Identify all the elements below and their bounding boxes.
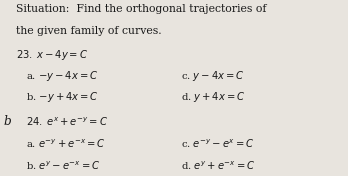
Text: the given family of curves.: the given family of curves. [16,26,161,36]
Text: b. $e^{y} - e^{-x} = C$: b. $e^{y} - e^{-x} = C$ [26,159,100,172]
Text: Situation:  Find the orthogonal trajectories of: Situation: Find the orthogonal trajector… [16,4,266,14]
Text: $23.\; x - 4y = C$: $23.\; x - 4y = C$ [16,48,88,62]
Text: a. $e^{-y} + e^{-x} = C$: a. $e^{-y} + e^{-x} = C$ [26,137,106,150]
Text: d. $y + 4x = C$: d. $y + 4x = C$ [181,90,245,104]
Text: $24.\; e^x + e^{-y} = C$: $24.\; e^x + e^{-y} = C$ [26,115,108,128]
Text: d. $e^{y} + e^{-x} = C$: d. $e^{y} + e^{-x} = C$ [181,159,255,172]
Text: b. $-y + 4x = C$: b. $-y + 4x = C$ [26,90,99,104]
Text: c. $y - 4x = C$: c. $y - 4x = C$ [181,69,245,83]
Text: b: b [3,115,11,128]
Text: a. $-y - 4x = C$: a. $-y - 4x = C$ [26,69,98,83]
Text: c. $e^{-y} - e^{x} = C$: c. $e^{-y} - e^{x} = C$ [181,137,254,150]
